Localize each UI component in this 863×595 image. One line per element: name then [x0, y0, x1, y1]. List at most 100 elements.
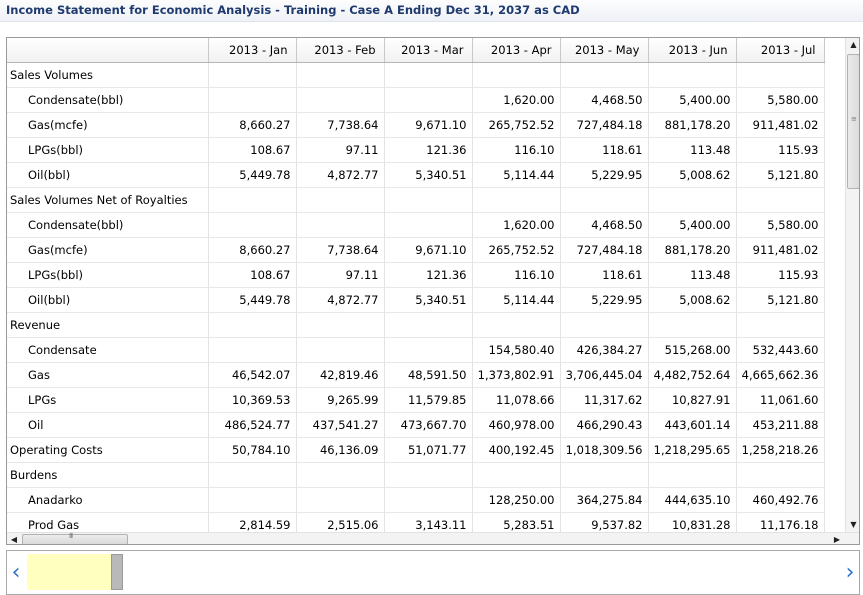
table-cell[interactable]: 265,752.52 — [472, 112, 561, 138]
table-cell[interactable] — [296, 487, 385, 513]
table-cell[interactable] — [208, 187, 297, 213]
table-cell[interactable]: 116.10 — [472, 262, 561, 288]
table-cell[interactable]: 4,468.50 — [560, 87, 649, 113]
table-cell[interactable]: 1,620.00 — [472, 212, 561, 238]
table-cell[interactable]: 364,275.84 — [560, 487, 649, 513]
table-row[interactable]: Gas(mcfe) 8,660.27 7,738.64 9,671.10 265,752… — [7, 237, 825, 263]
table-cell[interactable] — [736, 187, 825, 213]
table-cell[interactable]: 8,660.27 — [208, 237, 297, 263]
table-cell[interactable]: 113.48 — [648, 262, 737, 288]
table-cell[interactable]: 1,373,802.91 — [472, 362, 561, 388]
table-cell[interactable]: 118.61 — [560, 262, 649, 288]
table-cell[interactable]: 5,114.44 — [472, 162, 561, 188]
table-cell[interactable]: 11,579.85 — [384, 387, 473, 413]
table-cell[interactable]: 5,580.00 — [736, 87, 825, 113]
vertical-scroll-thumb[interactable]: ≡ — [847, 54, 859, 189]
table-cell[interactable]: 1,620.00 — [472, 87, 561, 113]
table-row[interactable]: LPGs 10,369.53 9,265.99 11,579.85 11,078.66 1… — [7, 387, 825, 413]
table-cell[interactable]: 9,671.10 — [384, 237, 473, 263]
table-cell[interactable] — [384, 462, 473, 488]
table-cell[interactable] — [472, 312, 561, 338]
table-cell[interactable]: 7,738.64 — [296, 237, 385, 263]
timeline-left-arrow-icon[interactable]: ‹ — [11, 560, 21, 585]
table-row[interactable]: LPGs(bbl) 108.67 97.11 121.36 116.10 118.61 11… — [7, 262, 825, 288]
table-cell[interactable] — [296, 212, 385, 238]
table-cell[interactable]: 265,752.52 — [472, 237, 561, 263]
table-cell[interactable] — [296, 462, 385, 488]
table-cell[interactable]: 7,738.64 — [296, 112, 385, 138]
table-cell[interactable] — [208, 212, 297, 238]
table-cell[interactable]: 42,819.46 — [296, 362, 385, 388]
table-cell[interactable] — [384, 87, 473, 113]
table-cell[interactable] — [736, 462, 825, 488]
table-cell[interactable]: 4,872.77 — [296, 287, 385, 313]
table-cell[interactable]: 4,468.50 — [560, 212, 649, 238]
table-cell[interactable]: 460,492.76 — [736, 487, 825, 513]
table-cell[interactable] — [648, 462, 737, 488]
table-cell[interactable]: 48,591.50 — [384, 362, 473, 388]
column-header[interactable]: 2013 - May — [560, 38, 649, 63]
table-cell[interactable]: 8,660.27 — [208, 112, 297, 138]
table-cell[interactable] — [648, 62, 737, 88]
table-cell[interactable]: 5,449.78 — [208, 287, 297, 313]
table-cell[interactable]: 3,706,445.04 — [560, 362, 649, 388]
table-row[interactable]: Sales Volumes Net of Royalties — [7, 187, 825, 213]
table-cell[interactable] — [560, 187, 649, 213]
table-cell[interactable]: 727,484.18 — [560, 237, 649, 263]
table-row[interactable]: Gas 46,542.07 42,819.46 48,591.50 1,373,802.… — [7, 362, 825, 388]
table-cell[interactable]: 5,340.51 — [384, 162, 473, 188]
table-cell[interactable]: 9,671.10 — [384, 112, 473, 138]
timeline-resize-handle[interactable] — [111, 554, 123, 590]
table-cell[interactable]: 4,872.77 — [296, 162, 385, 188]
table-cell[interactable]: 9,265.99 — [296, 387, 385, 413]
table-cell[interactable]: 443,601.14 — [648, 412, 737, 438]
table-row[interactable]: Burdens — [7, 462, 825, 488]
table-cell[interactable]: 5,400.00 — [648, 87, 737, 113]
table-cell[interactable]: 437,541.27 — [296, 412, 385, 438]
table-cell[interactable]: 115.93 — [736, 262, 825, 288]
table-row[interactable]: Condensate(bbl) 1,620.00 4,468.50 5,400.00 5… — [7, 212, 825, 238]
table-cell[interactable] — [472, 462, 561, 488]
table-cell[interactable]: 515,268.00 — [648, 337, 737, 363]
table-cell[interactable] — [472, 187, 561, 213]
table-cell[interactable] — [208, 337, 297, 363]
table-cell[interactable]: 466,290.43 — [560, 412, 649, 438]
table-cell[interactable] — [648, 187, 737, 213]
table-cell[interactable]: 5,449.78 — [208, 162, 297, 188]
table-cell[interactable]: 51,071.77 — [384, 437, 473, 463]
table-cell[interactable] — [560, 462, 649, 488]
table-cell[interactable] — [208, 462, 297, 488]
table-row[interactable]: Condensate 154,580.40 426,384.27 515,268.00… — [7, 337, 825, 363]
table-cell[interactable]: 460,978.00 — [472, 412, 561, 438]
table-cell[interactable]: 121.36 — [384, 137, 473, 163]
table-cell[interactable] — [384, 337, 473, 363]
table-row[interactable]: Operating Costs 50,784.10 46,136.09 51,071.… — [7, 437, 825, 463]
horizontal-scroll-thumb[interactable]: III — [22, 532, 128, 544]
scroll-down-icon[interactable]: ▼ — [850, 520, 857, 529]
table-cell[interactable]: 444,635.10 — [648, 487, 737, 513]
column-header[interactable]: 2013 - Mar — [384, 38, 473, 63]
table-cell[interactable] — [208, 87, 297, 113]
table-cell[interactable] — [384, 487, 473, 513]
scroll-up-icon[interactable]: ▲ — [850, 40, 857, 49]
column-header[interactable]: 2013 - Apr — [472, 38, 561, 63]
horizontal-scrollbar[interactable]: ◀ III ▶ — [7, 532, 859, 544]
table-cell[interactable] — [384, 187, 473, 213]
table-cell[interactable]: 108.67 — [208, 262, 297, 288]
table-cell[interactable] — [208, 487, 297, 513]
table-cell[interactable]: 1,218,295.65 — [648, 437, 737, 463]
table-cell[interactable] — [296, 62, 385, 88]
table-cell[interactable] — [296, 337, 385, 363]
table-cell[interactable] — [472, 62, 561, 88]
table-cell[interactable]: 486,524.77 — [208, 412, 297, 438]
table-cell[interactable]: 113.48 — [648, 137, 737, 163]
table-cell[interactable] — [384, 212, 473, 238]
table-row[interactable]: Oil(bbl) 5,449.78 4,872.77 5,340.51 5,114.44… — [7, 287, 825, 313]
table-cell[interactable] — [208, 312, 297, 338]
table-cell[interactable]: 5,229.95 — [560, 287, 649, 313]
table-cell[interactable] — [648, 312, 737, 338]
table-cell[interactable]: 5,008.62 — [648, 287, 737, 313]
timeline-right-arrow-icon[interactable]: › — [845, 560, 855, 585]
vertical-scrollbar[interactable]: ▲ ≡ ▼ — [845, 38, 859, 532]
table-row[interactable]: Revenue — [7, 312, 825, 338]
